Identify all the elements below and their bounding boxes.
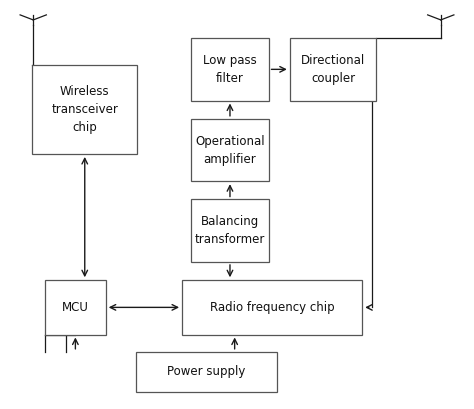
Bar [191, 119, 269, 181]
Text: Wireless
transceiver
chip: Wireless transceiver chip [51, 85, 118, 134]
Bar [32, 65, 137, 154]
Bar [191, 38, 269, 101]
Text: Radio frequency chip: Radio frequency chip [210, 301, 335, 314]
Bar [290, 38, 376, 101]
Text: Directional
coupler: Directional coupler [301, 54, 365, 85]
Bar [137, 352, 277, 392]
Text: Power supply: Power supply [167, 365, 246, 378]
Text: Operational
amplifier: Operational amplifier [195, 135, 265, 166]
Bar [191, 200, 269, 262]
Bar [182, 280, 362, 335]
Bar [45, 280, 106, 335]
Text: Low pass
filter: Low pass filter [203, 54, 257, 85]
Text: MCU: MCU [62, 301, 89, 314]
Text: Balancing
transformer: Balancing transformer [195, 215, 265, 246]
